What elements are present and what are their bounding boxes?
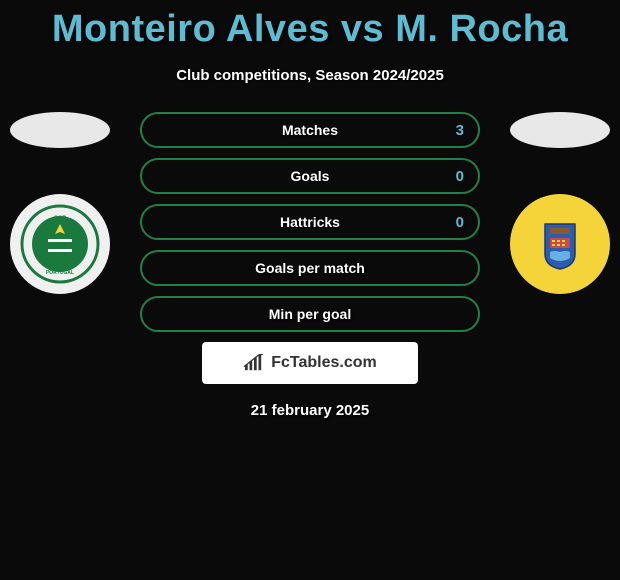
brand-label: FcTables.com xyxy=(271,354,377,372)
stat-row-goals: Goals 0 xyxy=(140,158,480,194)
svg-text:PORTUGAL: PORTUGAL xyxy=(46,270,74,276)
stat-label: Goals xyxy=(291,168,330,184)
club-logo-right xyxy=(510,194,610,294)
club-logo-left: SCP PORTUGAL xyxy=(10,194,110,294)
brand-box[interactable]: FcTables.com xyxy=(202,342,418,384)
stat-rows-container: Matches 3 Goals 0 Hattricks 0 Goals per … xyxy=(140,112,480,332)
svg-text:SCP: SCP xyxy=(54,216,66,222)
stat-label: Matches xyxy=(282,122,338,138)
stat-label: Goals per match xyxy=(255,260,365,276)
stat-row-matches: Matches 3 xyxy=(140,112,480,148)
arouca-crest-icon xyxy=(520,204,600,284)
sporting-crest-icon: SCP PORTUGAL xyxy=(20,204,100,284)
stat-right-value: 0 xyxy=(456,214,464,231)
comparison-content: SCP PORTUGAL xyxy=(0,112,620,419)
stat-row-min-per-goal: Min per goal xyxy=(140,296,480,332)
stat-label: Hattricks xyxy=(280,214,340,230)
player-left-column: SCP PORTUGAL xyxy=(10,112,110,294)
stat-row-hattricks: Hattricks 0 xyxy=(140,204,480,240)
stat-row-goals-per-match: Goals per match xyxy=(140,250,480,286)
chart-icon xyxy=(243,354,265,372)
comparison-date: 21 february 2025 xyxy=(0,402,620,419)
player-right-avatar xyxy=(510,112,610,148)
comparison-subtitle: Club competitions, Season 2024/2025 xyxy=(0,67,620,84)
player-right-column xyxy=(510,112,610,294)
stat-label: Min per goal xyxy=(269,306,351,322)
player-left-avatar xyxy=(10,112,110,148)
comparison-title: Monteiro Alves vs M. Rocha xyxy=(0,0,620,51)
stat-right-value: 3 xyxy=(456,122,464,139)
stat-right-value: 0 xyxy=(456,168,464,185)
